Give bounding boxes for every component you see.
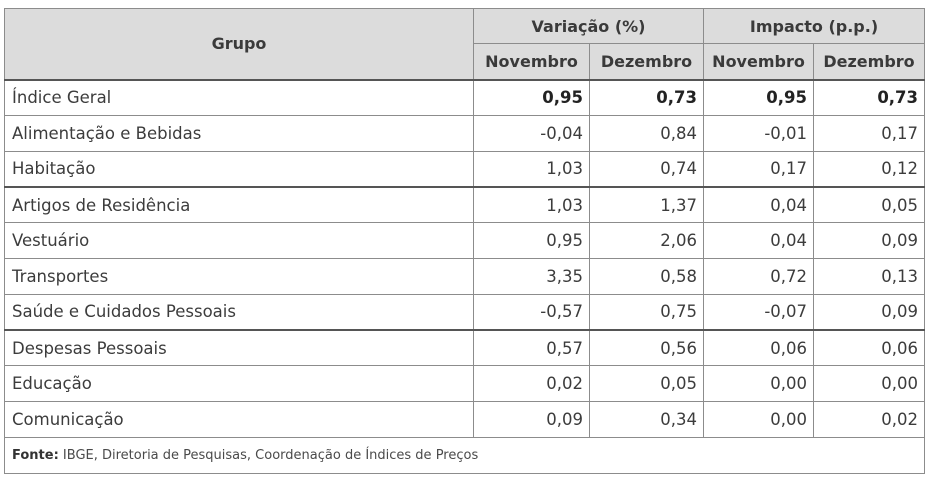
cell-value: 1,37 (588, 185, 705, 224)
cell-value: 0,95 (703, 78, 815, 116)
cell-value: 0,95 (473, 222, 590, 259)
source-label: Fonte: (12, 447, 59, 463)
table-row: Habitação 1,03 0,74 0,17 0,12 (4, 150, 926, 188)
header-impacto: Impacto (p.p.) (703, 8, 926, 44)
cell-value: 1,03 (473, 150, 590, 188)
row-label: Comunicação (4, 401, 474, 438)
cell-value: 0,84 (588, 114, 705, 152)
cell-value: 2,06 (588, 222, 705, 259)
cell-value: 0,13 (813, 257, 926, 295)
cell-value: 0,58 (588, 257, 705, 295)
header-variacao: Variação (%) (472, 8, 705, 44)
source-note: Fonte: IBGE, Diretoria de Pesquisas, Coo… (3, 436, 926, 474)
cell-value: 0,02 (473, 365, 590, 403)
row-label: Despesas Pessoais (4, 329, 474, 367)
source-text: IBGE, Diretoria de Pesquisas, Coordenaçã… (58, 447, 479, 463)
cell-value: 0,05 (813, 185, 926, 224)
cell-value: 0,06 (703, 329, 815, 367)
row-label: Alimentação e Bebidas (4, 114, 474, 152)
row-label: Artigos de Residência (4, 185, 474, 224)
cell-value: -0,01 (703, 114, 815, 152)
cell-value: -0,07 (703, 293, 815, 331)
row-label: Saúde e Cuidados Pessoais (4, 293, 474, 331)
cell-value: 0,05 (588, 365, 705, 403)
header-grupo: Grupo (4, 8, 474, 80)
table-row: Saúde e Cuidados Pessoais -0,57 0,75 -0,… (4, 293, 926, 331)
cell-value: 1,03 (473, 185, 590, 224)
row-label: Transportes (4, 257, 474, 295)
table-row: Transportes 3,35 0,58 0,72 0,13 (4, 257, 926, 295)
cell-value: 0,17 (703, 150, 815, 188)
cell-value: 0,72 (703, 257, 815, 295)
cell-value: 0,04 (703, 222, 815, 259)
cell-value: 0,73 (813, 78, 926, 116)
row-label: Índice Geral (4, 78, 474, 116)
cell-value: 0,95 (473, 78, 590, 116)
subheader-variacao-dezembro: Dezembro (588, 43, 705, 80)
cell-value: 0,04 (703, 185, 815, 224)
cell-value: 0,17 (813, 114, 926, 152)
cell-value: 0,00 (703, 365, 815, 403)
cell-value: 0,34 (588, 401, 705, 438)
table-row: Despesas Pessoais 0,57 0,56 0,06 0,06 (4, 329, 926, 367)
cell-value: 0,00 (813, 365, 926, 403)
subheader-impacto-dezembro: Dezembro (813, 43, 926, 80)
cell-value: 0,57 (473, 329, 590, 367)
cell-value: 0,09 (473, 401, 590, 438)
cell-value: 0,06 (813, 329, 926, 367)
table-row: Alimentação e Bebidas -0,04 0,84 -0,01 0… (4, 114, 926, 152)
cell-value: 3,35 (473, 257, 590, 295)
table-row: Índice Geral 0,95 0,73 0,95 0,73 (4, 78, 926, 116)
row-label: Educação (4, 365, 474, 403)
table-row: Comunicação 0,09 0,34 0,00 0,02 (4, 401, 926, 438)
table-row: Vestuário 0,95 2,06 0,04 0,09 (4, 222, 926, 259)
source-row: Fonte: IBGE, Diretoria de Pesquisas, Coo… (3, 436, 926, 474)
subheader-variacao-novembro: Novembro (473, 43, 590, 80)
inflation-table: Grupo Variação (%) Impacto (p.p.) Novemb… (3, 8, 926, 474)
cell-value: 0,00 (703, 401, 815, 438)
cell-value: -0,57 (473, 293, 590, 331)
cell-value: 0,56 (588, 329, 705, 367)
cell-value: 0,73 (588, 78, 705, 116)
row-label: Habitação (4, 150, 474, 188)
cell-value: 0,74 (588, 150, 705, 188)
cell-value: -0,04 (473, 114, 590, 152)
cell-value: 0,09 (813, 222, 926, 259)
row-label: Vestuário (4, 222, 474, 259)
subheader-impacto-novembro: Novembro (703, 43, 815, 80)
table-row: Artigos de Residência 1,03 1,37 0,04 0,0… (4, 185, 926, 224)
cell-value: 0,75 (588, 293, 705, 331)
cell-value: 0,02 (813, 401, 926, 438)
table-row: Educação 0,02 0,05 0,00 0,00 (4, 365, 926, 403)
cell-value: 0,12 (813, 150, 926, 188)
cell-value: 0,09 (813, 293, 926, 331)
